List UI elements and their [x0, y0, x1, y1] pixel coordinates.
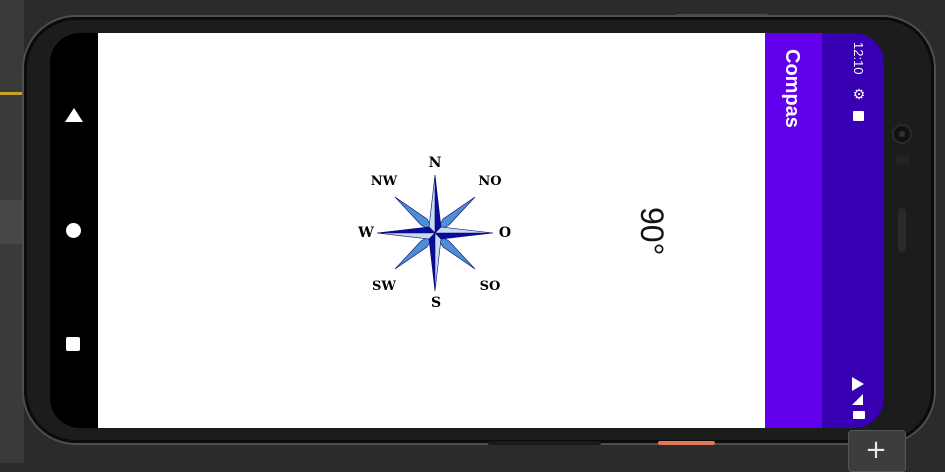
app-title-container: Compas: [765, 33, 822, 153]
ide-bottom-accent: [658, 441, 715, 445]
recents-icon[interactable]: [66, 337, 80, 351]
compass-label-w: W: [357, 225, 374, 241]
compass-rose: N NO O SO S SW W NW: [357, 155, 511, 311]
app-title: Compas: [781, 49, 803, 128]
compass-point-s-light: [434, 232, 442, 292]
window-edge-nub: [676, 14, 768, 18]
camera-lens-center: [899, 131, 905, 137]
gear-icon: ⚙: [852, 86, 866, 102]
home-icon[interactable]: [66, 223, 81, 238]
compass-point-e-dark: [434, 232, 494, 240]
compass-point-w-dark: [376, 226, 436, 234]
compass-label-e: O: [499, 225, 511, 241]
compass-label-n: N: [429, 155, 442, 171]
compass-label-ne: NO: [478, 174, 501, 189]
speaker-grille: [898, 208, 906, 252]
compass-label-s: S: [431, 295, 441, 311]
back-icon[interactable]: [65, 108, 83, 122]
ide-bottom-bar: [488, 441, 601, 445]
battery-icon: [853, 411, 865, 419]
compass-point-n-dark: [434, 174, 442, 234]
compass-label-se: SO: [480, 279, 501, 294]
heading-readout: 90°: [620, 195, 670, 265]
wifi-icon: [852, 377, 864, 391]
compass-label-nw: NW: [371, 174, 398, 189]
plus-icon: +: [865, 435, 887, 465]
compass-label-sw: SW: [372, 279, 396, 294]
status-time: 12:10: [851, 42, 866, 75]
proximity-sensor: [896, 155, 910, 165]
compass-point-w-light: [376, 232, 436, 240]
compass-point-n-light: [428, 174, 436, 234]
sd-card-icon: [853, 111, 864, 121]
compass-point-e-light: [434, 226, 494, 234]
signal-icon: [852, 394, 863, 405]
heading-degrees: 90°: [634, 207, 670, 256]
compass-point-s-dark: [428, 232, 436, 292]
status-bar: [822, 33, 884, 428]
ide-panel-strip: [0, 200, 24, 244]
ide-accent-line: [0, 92, 22, 95]
app-bar: [765, 33, 822, 428]
